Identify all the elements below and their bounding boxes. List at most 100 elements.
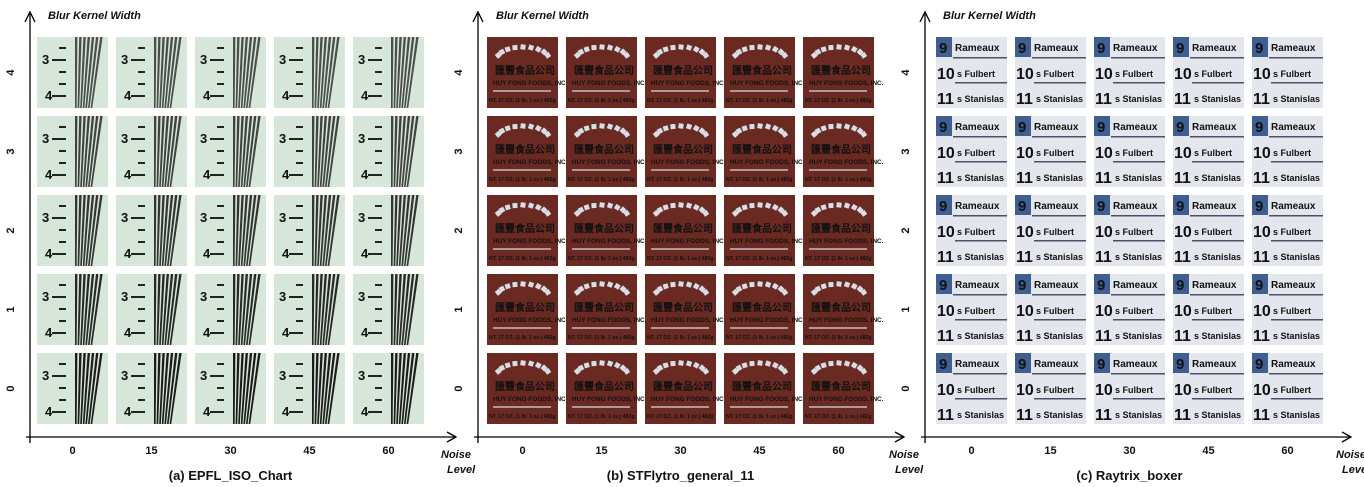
- resolution-bar: [406, 116, 419, 187]
- tile-street-fulbert: s Fulbert: [957, 148, 995, 158]
- tile-street-stanislas: s Stanislas: [1036, 94, 1083, 104]
- tile-street-stanislas: s Stanislas: [1273, 410, 1320, 420]
- logo-glyph: [820, 125, 827, 132]
- tile-brand-text: HUY FONG FOODS, INC.: [572, 317, 647, 324]
- divider: [1111, 136, 1165, 138]
- logo-glyph: [741, 283, 748, 290]
- resolution-bar: [398, 274, 406, 345]
- tile-street-fulbert: s Fulbert: [957, 306, 995, 316]
- badge-9: [1173, 116, 1189, 136]
- divider: [1190, 294, 1244, 296]
- y-tick-label: 0: [5, 385, 17, 391]
- ruler-tick: [138, 205, 145, 207]
- tile-number-4: 4: [282, 325, 290, 340]
- ruler-tick: [59, 308, 66, 310]
- logo-glyph: [692, 124, 700, 132]
- logo-glyph: [670, 123, 676, 130]
- tile-number-11: 11: [1174, 91, 1191, 108]
- ruler-tick: [368, 375, 382, 377]
- ruler-tick: [217, 241, 224, 243]
- tile-number-9: 9: [1176, 356, 1184, 373]
- tile-blur4-noise0: 9 Rameaux 10 s Fulbert 11 s Stanislas: [936, 37, 1007, 108]
- address-line: [651, 169, 709, 171]
- tile-number-11: 11: [1174, 328, 1191, 345]
- logo-glyph: [678, 360, 684, 366]
- tile-weight-text: NT. 17 OZ. (1 lb. 1 oz.) 482g: [805, 414, 872, 420]
- panel-caption: (c) Raytrix_boxer: [1076, 468, 1182, 483]
- tile-street-fulbert: s Fulbert: [1036, 385, 1074, 395]
- tile-weight-text: NT. 17 OZ. (1 lb. 1 oz.) 482g: [568, 414, 635, 420]
- tile-number-10: 10: [937, 145, 955, 162]
- resolution-bar: [233, 274, 236, 345]
- tile-weight-text: NT. 17 OZ. (1 lb. 1 oz.) 482g: [568, 335, 635, 341]
- tile-chinese-text: 匯豐食品公司: [732, 380, 792, 393]
- resolution-bar: [233, 353, 236, 424]
- tile-chinese-text: 匯豐食品公司: [574, 301, 634, 314]
- tile-brand-text: HUY FONG FOODS, INC.: [730, 317, 805, 324]
- logo-glyph: [757, 123, 763, 129]
- divider: [953, 373, 1007, 375]
- tile-brand-text: HUY FONG FOODS, INC.: [572, 238, 647, 245]
- resolution-bar: [319, 353, 327, 424]
- resolution-bar: [82, 274, 90, 345]
- resolution-bar: [85, 37, 95, 108]
- tile-number-4: 4: [203, 88, 211, 103]
- ruler-tick: [131, 217, 145, 219]
- tile-brand-text: HUY FONG FOODS, INC.: [572, 396, 647, 403]
- tile-chinese-text: 匯豐食品公司: [495, 380, 555, 393]
- tile-number-3: 3: [121, 368, 128, 383]
- ruler-tick: [375, 83, 382, 85]
- tile-number-4: 4: [282, 246, 290, 261]
- tile-number-10: 10: [1253, 66, 1271, 83]
- ruler-tick: [296, 205, 303, 207]
- y-tick-label: 0: [453, 385, 465, 391]
- badge-9: [1252, 195, 1268, 215]
- resolution-bar: [164, 195, 174, 266]
- tile-blur4-noise15: 34: [116, 37, 187, 108]
- tile-street-stanislas: s Stanislas: [1115, 331, 1162, 341]
- tile-number-10: 10: [1095, 303, 1113, 320]
- tile-number-3: 3: [200, 210, 207, 225]
- badge-9: [1015, 274, 1031, 294]
- x-axis-arrow: [894, 431, 906, 443]
- logo-glyph: [498, 48, 506, 56]
- tile-number-10: 10: [1253, 145, 1271, 162]
- tile-street-rameaux: Rameaux: [1034, 201, 1079, 212]
- logo-glyph: [685, 281, 693, 288]
- resolution-bar: [169, 195, 182, 266]
- x-tick-label: 60: [382, 445, 394, 457]
- resolution-bar: [156, 37, 161, 108]
- tile-number-11: 11: [937, 170, 954, 187]
- logo-glyph: [656, 127, 664, 135]
- address-line: [730, 327, 788, 329]
- resolution-bar: [243, 116, 253, 187]
- logo-glyph: [656, 364, 664, 372]
- tile-street-stanislas: s Stanislas: [1273, 94, 1320, 104]
- ruler-tick: [289, 375, 303, 377]
- logo-glyph: [814, 48, 822, 56]
- ruler-tick: [289, 296, 303, 298]
- resolution-bar: [391, 37, 394, 108]
- logo-glyph: [656, 206, 664, 214]
- logo-glyph: [591, 281, 597, 288]
- ruler-tick: [52, 253, 66, 255]
- tile-blur0-noise0: 34: [37, 353, 108, 424]
- logo-glyph: [735, 364, 743, 372]
- ruler-tick: [138, 162, 145, 164]
- tile-street-stanislas: s Stanislas: [1273, 252, 1320, 262]
- resolution-bar: [312, 274, 315, 345]
- resolution-bar: [159, 353, 165, 424]
- logo-glyph: [814, 285, 822, 293]
- resolution-bar: [235, 37, 240, 108]
- tile-number-4: 4: [124, 88, 132, 103]
- tile-number-3: 3: [42, 131, 49, 146]
- ruler-tick: [217, 83, 224, 85]
- y-axis-arrow: [919, 10, 931, 23]
- tile-brand-text: HUY FONG FOODS, INC.: [651, 159, 726, 166]
- tile-number-9: 9: [1097, 198, 1105, 215]
- ruler-tick: [59, 83, 66, 85]
- resolution-bar: [156, 195, 161, 266]
- tile-street-stanislas: s Stanislas: [1036, 173, 1083, 183]
- tile-blur2-noise15: 9 Rameaux 10 s Fulbert 11 s Stanislas: [1015, 195, 1086, 266]
- ruler-tick: [368, 138, 382, 140]
